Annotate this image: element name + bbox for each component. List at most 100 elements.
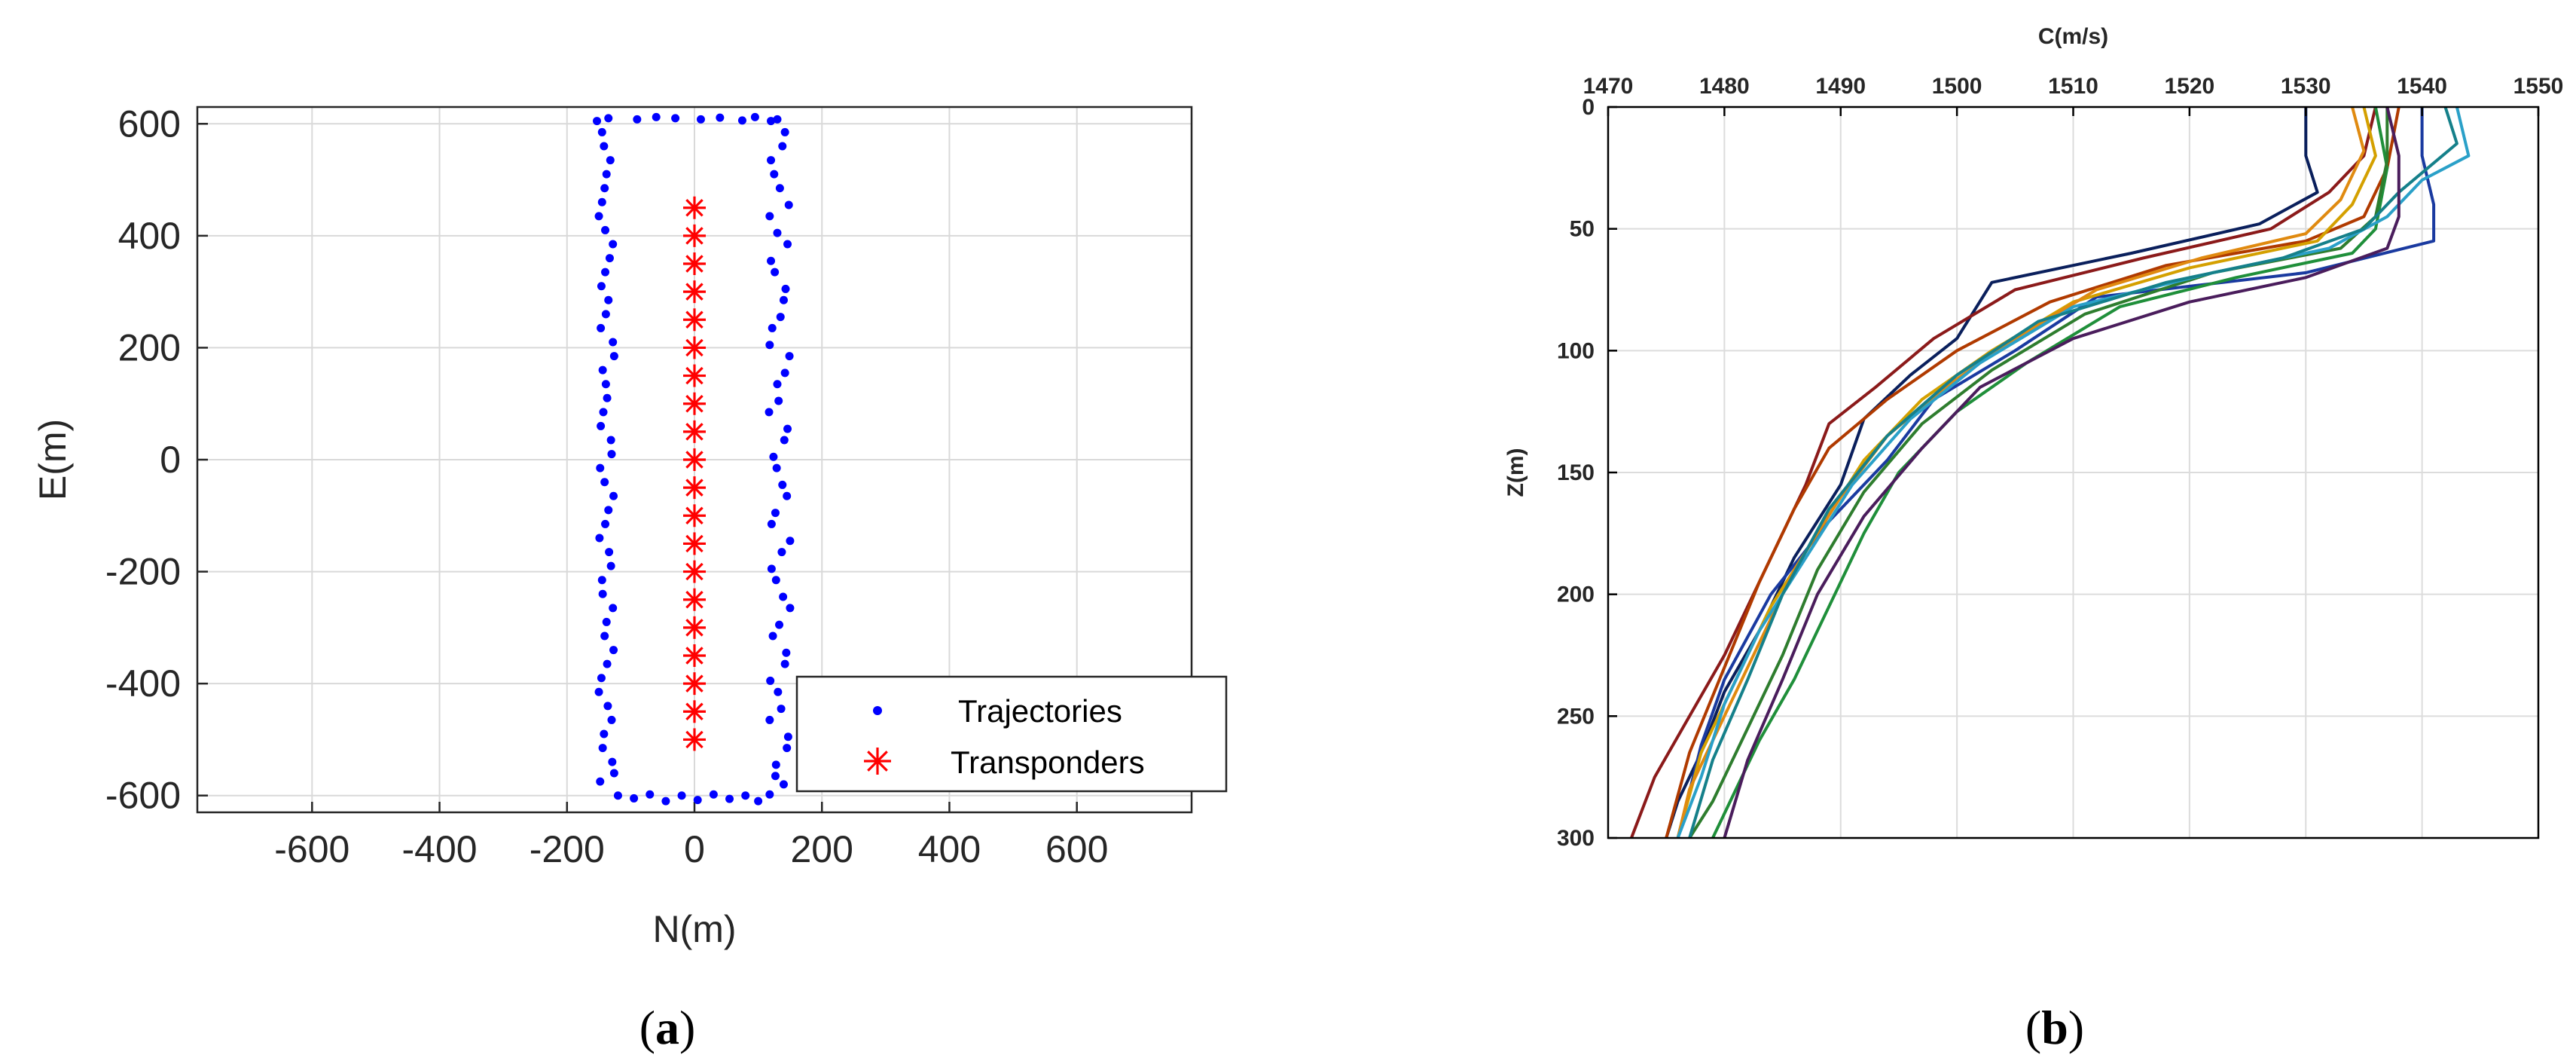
trajectory-point (754, 797, 763, 806)
x-tick-label: 0 (684, 828, 705, 870)
x-tick-label: 1490 (1815, 74, 1866, 99)
trajectory-point (750, 112, 759, 121)
trajectory-point (780, 127, 789, 136)
y-tick-label: -600 (105, 775, 181, 817)
trajectory-point (696, 115, 705, 124)
y-tick-label: 0 (160, 439, 181, 481)
legend-transponders-label: Transponders (951, 745, 1145, 780)
transponder-point (683, 560, 706, 583)
trajectory-point (597, 127, 606, 136)
transponder-point (683, 420, 706, 443)
trajectory-point (775, 184, 784, 193)
trajectory-point (602, 170, 611, 179)
trajectory-point (783, 744, 792, 753)
trajectory-point (601, 519, 610, 528)
sound-speed-profile-line (1676, 107, 2436, 839)
x-tick-label: 1500 (1932, 74, 1982, 99)
trajectory-point (771, 576, 780, 585)
trajectory-point (671, 114, 680, 123)
caption-a-open: ( (639, 1001, 655, 1054)
x-tick-label: 1550 (2513, 74, 2564, 99)
trajectory-point (594, 687, 603, 696)
transponder-point (683, 728, 706, 751)
trajectory-point (767, 519, 776, 528)
sound-speed-profile-line (1630, 106, 2377, 839)
trajectory-point (608, 757, 617, 766)
trajectory-point (767, 256, 776, 265)
transponder-point (683, 700, 706, 723)
transponder-point (683, 280, 706, 304)
caption-b-close: ) (2068, 1001, 2084, 1054)
trajectory-point (786, 604, 795, 613)
transponder-point (683, 672, 706, 696)
trajectory-point (785, 352, 794, 361)
trajectory-point (777, 705, 786, 714)
trajectory-point (600, 631, 609, 641)
trajectory-point (601, 225, 610, 234)
trajectory-point (783, 491, 792, 500)
transponder-point (683, 392, 706, 415)
panel-b-x-ticks: 1470 1480 1490 1500 1510 1520 1530 1540 1550 (1583, 74, 2564, 116)
trajectory-point (597, 282, 606, 291)
transponder-point (683, 588, 706, 611)
transponder-point (683, 504, 706, 527)
trajectory-point (603, 659, 612, 668)
trajectory-point (598, 744, 607, 753)
trajectory-point (737, 116, 746, 125)
trajectory-point (771, 772, 780, 781)
trajectory-point (597, 323, 606, 332)
caption-a: (a) (639, 1001, 696, 1054)
transponder-point (683, 252, 706, 275)
panel-a-x-axis-label: N(m) (652, 908, 736, 950)
x-tick-label: 1510 (2048, 74, 2098, 99)
y-tick-label: 400 (118, 215, 181, 257)
trajectory-point (609, 240, 618, 249)
trajectory-point (605, 254, 614, 263)
x-tick-label: 1520 (2165, 74, 2215, 99)
transponder-point (683, 532, 706, 555)
trajectory-point (603, 393, 612, 402)
y-tick-label: 100 (1557, 338, 1595, 363)
panel-b-y-ticks: 0 50 100 150 200 250 300 (1557, 95, 1617, 851)
trajectory-point (677, 791, 686, 800)
trajectory-point (598, 365, 607, 375)
trajectory-point (609, 604, 618, 613)
trajectory-point (767, 156, 776, 165)
trajectory-point (600, 478, 609, 487)
trajectory-point (765, 790, 774, 799)
panel-a-y-axis-label: E(m) (32, 419, 74, 500)
y-tick-label: 200 (118, 326, 181, 368)
trajectory-point (613, 791, 622, 800)
trajectory-point (602, 617, 611, 626)
trajectory-point (600, 142, 609, 151)
trajectory-point (766, 676, 775, 685)
trajectory-point (606, 156, 615, 165)
trajectory-point (767, 564, 776, 573)
y-tick-label: -400 (105, 662, 181, 705)
y-tick-label: -200 (105, 551, 181, 593)
x-tick-label: 1480 (1699, 74, 1750, 99)
trajectory-point (609, 646, 618, 655)
trajectory-point (773, 228, 782, 237)
panel-b-y-axis-label: Z(m) (1503, 448, 1528, 497)
legend-box (795, 675, 1228, 793)
y-tick-label: 150 (1557, 460, 1595, 485)
trajectory-point (770, 170, 779, 179)
trajectory-point (775, 620, 784, 629)
trajectory-point (595, 534, 604, 543)
trajectory-point (741, 791, 750, 800)
trajectory-point (601, 310, 610, 319)
x-tick-label: 1470 (1583, 74, 1634, 99)
trajectory-point (646, 790, 655, 799)
trajectory-point (777, 548, 786, 557)
trajectory-point (774, 687, 783, 696)
trajectory-point (765, 715, 774, 724)
sound-speed-profile-line (1711, 106, 2389, 839)
x-tick-label: -600 (274, 828, 349, 870)
trajectory-point (693, 796, 702, 805)
trajectory-point (633, 115, 642, 124)
trajectory-point (597, 674, 606, 683)
trajectory-point (601, 268, 610, 277)
trajectory-point (783, 240, 792, 249)
